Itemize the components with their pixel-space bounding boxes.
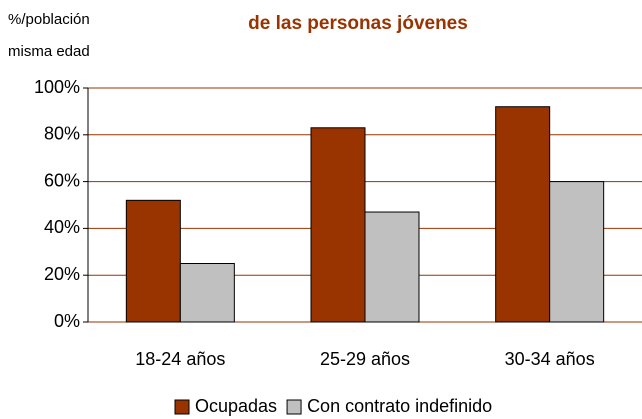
bar — [310, 127, 366, 323]
bar — [125, 199, 181, 323]
y-tick-label: 80% — [44, 124, 80, 144]
legend-label: Ocupadas — [195, 396, 277, 416]
y-tick-label: 60% — [44, 170, 80, 190]
bar — [549, 181, 605, 323]
chart-title: de las personas jóvenes — [248, 13, 468, 34]
y-tick-label: 0% — [54, 311, 80, 331]
y-axis-label: misma edad — [8, 43, 90, 60]
x-tick-label: 18-24 años — [135, 349, 225, 369]
y-tick-label: 20% — [44, 264, 80, 284]
y-tick-label: 40% — [44, 217, 80, 237]
legend-swatch — [286, 399, 302, 415]
y-axis-label: %/población — [8, 11, 90, 28]
x-tick-label: 25-29 años — [320, 349, 410, 369]
y-tick-label: 100% — [34, 77, 80, 97]
legend-label: Con contrato indefinido — [307, 396, 492, 416]
bar — [495, 106, 551, 323]
legend-swatch — [174, 399, 190, 415]
x-tick-label: 30-34 años — [505, 349, 595, 369]
bar — [179, 263, 235, 323]
bar — [364, 211, 420, 323]
